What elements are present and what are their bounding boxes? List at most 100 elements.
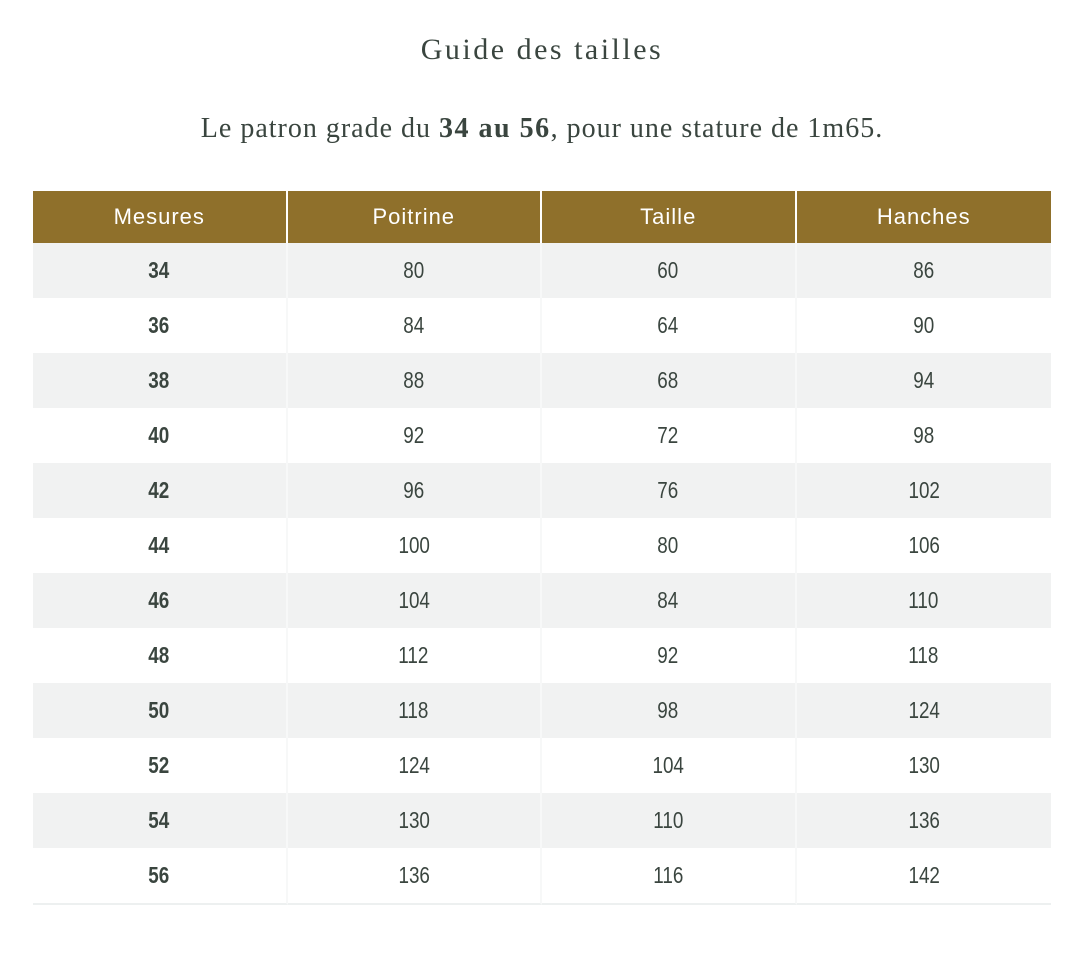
measurement-cell: 118 — [287, 683, 542, 739]
grading-note: Le patron grade du 34 au 56, pour une st… — [0, 111, 1084, 147]
cell-value: 142 — [908, 862, 940, 889]
measurement-cell: 142 — [796, 848, 1051, 906]
cell-value: 60 — [657, 257, 679, 284]
table-row: 42 96 76 102 — [33, 463, 1051, 519]
cell-value: 88 — [403, 367, 425, 394]
cell-value: 44 — [148, 532, 170, 559]
measurement-cell: 104 — [287, 573, 542, 629]
cell-value: 48 — [148, 642, 170, 669]
table-row: 46 104 84 110 — [33, 573, 1051, 629]
cell-value: 130 — [908, 752, 940, 779]
measurement-cell: 86 — [796, 243, 1051, 299]
measure-size-cell: 42 — [33, 463, 288, 519]
table-row: 54 130 110 136 — [33, 793, 1051, 849]
table-row: 52 124 104 130 — [33, 738, 1051, 794]
cell-value: 106 — [908, 532, 940, 559]
column-header-hanches: Hanches — [796, 191, 1051, 244]
measurement-cell: 116 — [542, 848, 797, 906]
cell-value: 80 — [657, 532, 679, 559]
measurement-cell: 80 — [542, 518, 797, 574]
cell-value: 34 — [148, 257, 170, 284]
measurement-cell: 130 — [287, 793, 542, 849]
measure-size-cell: 46 — [33, 573, 288, 629]
table-row: 48 112 92 118 — [33, 628, 1051, 684]
measure-size-cell: 44 — [33, 518, 288, 574]
measurement-cell: 130 — [796, 738, 1051, 794]
cell-value: 112 — [398, 642, 429, 669]
measurement-cell: 84 — [287, 298, 542, 354]
cell-value: 80 — [403, 257, 425, 284]
cell-value: 40 — [148, 422, 170, 449]
cell-value: 36 — [148, 312, 170, 339]
measurement-cell: 80 — [287, 243, 542, 299]
column-header-mesures: Mesures — [33, 191, 288, 244]
measurement-cell: 98 — [796, 408, 1051, 464]
column-header-poitrine: Poitrine — [287, 191, 542, 244]
measure-size-cell: 54 — [33, 793, 288, 849]
cell-value: 118 — [908, 642, 939, 669]
table-row: 38 88 68 94 — [33, 353, 1051, 409]
measurement-cell: 136 — [796, 793, 1051, 849]
cell-value: 42 — [148, 477, 170, 504]
cell-value: 56 — [148, 862, 170, 889]
measurement-cell: 106 — [796, 518, 1051, 574]
cell-value: 84 — [657, 587, 679, 614]
measurement-cell: 118 — [796, 628, 1051, 684]
cell-value: 72 — [657, 422, 679, 449]
cell-value: 100 — [398, 532, 430, 559]
cell-value: 68 — [657, 367, 679, 394]
measurement-cell: 60 — [542, 243, 797, 299]
cell-value: 96 — [403, 477, 425, 504]
cell-value: 98 — [913, 422, 935, 449]
cell-value: 92 — [657, 642, 679, 669]
cell-value: 104 — [398, 587, 430, 614]
measure-size-cell: 36 — [33, 298, 288, 354]
size-table-head: Mesures Poitrine Taille Hanches — [33, 191, 1051, 244]
cell-value: 104 — [652, 752, 684, 779]
cell-value: 130 — [398, 807, 430, 834]
measurement-cell: 110 — [542, 793, 797, 849]
table-row: 36 84 64 90 — [33, 298, 1051, 354]
measure-size-cell: 48 — [33, 628, 288, 684]
measure-size-cell: 50 — [33, 683, 288, 739]
measurement-cell: 110 — [796, 573, 1051, 629]
cell-value: 118 — [398, 697, 429, 724]
cell-value: 124 — [398, 752, 430, 779]
measure-size-cell: 38 — [33, 353, 288, 409]
measurement-cell: 84 — [542, 573, 797, 629]
cell-value: 52 — [148, 752, 170, 779]
table-row: 44 100 80 106 — [33, 518, 1051, 574]
size-table: Mesures Poitrine Taille Hanches 34 80 60 86 36 8… — [33, 191, 1051, 906]
table-row: 56 136 116 142 — [33, 848, 1051, 906]
table-row: 34 80 60 86 — [33, 243, 1051, 299]
cell-value: 136 — [908, 807, 940, 834]
cell-value: 94 — [913, 367, 935, 394]
measurement-cell: 124 — [796, 683, 1051, 739]
measurement-cell: 102 — [796, 463, 1051, 519]
measurement-cell: 76 — [542, 463, 797, 519]
size-table-body: 34 80 60 86 36 84 64 90 38 88 68 94 40 92 72 98 42 96 76 10… — [33, 243, 1051, 906]
measurement-cell: 92 — [287, 408, 542, 464]
measurement-cell: 136 — [287, 848, 542, 906]
cell-value: 38 — [148, 367, 170, 394]
measurement-cell: 92 — [542, 628, 797, 684]
measure-size-cell: 56 — [33, 848, 288, 906]
grading-note-size-range: 34 au 56 — [439, 113, 551, 144]
measurement-cell: 64 — [542, 298, 797, 354]
column-header-taille: Taille — [542, 191, 797, 244]
cell-value: 136 — [398, 862, 430, 889]
measurement-cell: 124 — [287, 738, 542, 794]
measurement-cell: 68 — [542, 353, 797, 409]
cell-value: 86 — [913, 257, 935, 284]
measure-size-cell: 52 — [33, 738, 288, 794]
measurement-cell: 112 — [287, 628, 542, 684]
table-row: 40 92 72 98 — [33, 408, 1051, 464]
cell-value: 102 — [908, 477, 940, 504]
measurement-cell: 96 — [287, 463, 542, 519]
measurement-cell: 88 — [287, 353, 542, 409]
cell-value: 90 — [913, 312, 935, 339]
cell-value: 46 — [148, 587, 170, 614]
cell-value: 116 — [653, 862, 684, 889]
cell-value: 84 — [403, 312, 425, 339]
